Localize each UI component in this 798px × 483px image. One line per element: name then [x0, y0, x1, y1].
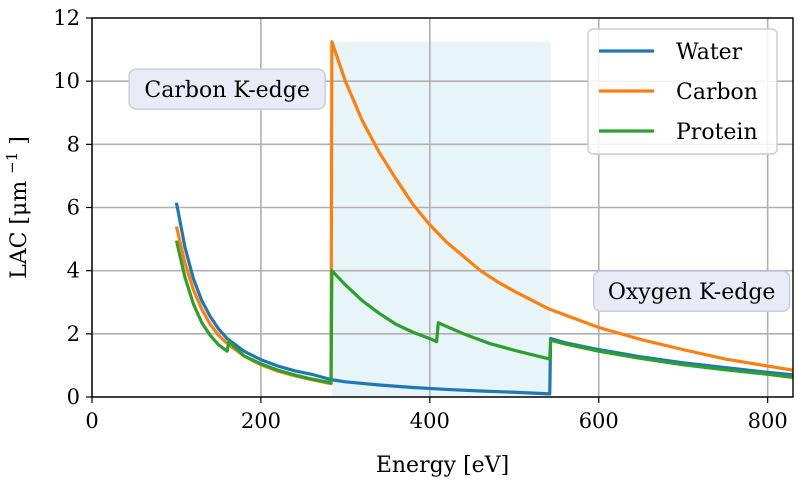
y-axis-title-exponent: −1	[3, 152, 21, 174]
annotation-background	[128, 68, 326, 110]
x-tick-label: 600	[579, 409, 619, 433]
y-axis-title-close: ]	[7, 136, 32, 145]
x-axis-title: Energy [eV]	[376, 453, 509, 478]
y-axis-title-main: LAC [μm	[7, 181, 32, 279]
annotation-box: Oxygen K-edge	[592, 270, 791, 312]
y-tick-label: 2	[67, 322, 80, 346]
series-line-carbon	[174, 40, 794, 386]
annotation-box: Carbon K-edge	[128, 68, 326, 110]
y-tick-label: 0	[67, 385, 80, 409]
legend-label: Protein	[676, 120, 758, 145]
x-tick-label: 400	[410, 409, 450, 433]
annotation-label: Oxygen K-edge	[608, 280, 776, 305]
legend-label: Water	[676, 40, 743, 65]
legend-box	[587, 28, 778, 155]
x-tick-label: 800	[748, 409, 788, 433]
series-line-protein	[174, 240, 794, 385]
y-tick-label: 8	[67, 132, 80, 156]
x-tick-label: 0	[85, 409, 98, 433]
legend-label: Carbon	[676, 80, 758, 105]
y-tick-label: 12	[53, 6, 80, 30]
annotation-background	[592, 270, 791, 312]
y-tick-label: 4	[67, 259, 80, 283]
k-edge-band	[331, 41, 551, 397]
x-tick-label: 200	[241, 409, 281, 433]
annotation-label: Carbon K-edge	[144, 78, 309, 103]
y-tick-label: 10	[53, 69, 80, 93]
y-axis-title: LAC [μm −1 ]	[0, 136, 32, 279]
y-tick-label: 6	[67, 196, 80, 220]
